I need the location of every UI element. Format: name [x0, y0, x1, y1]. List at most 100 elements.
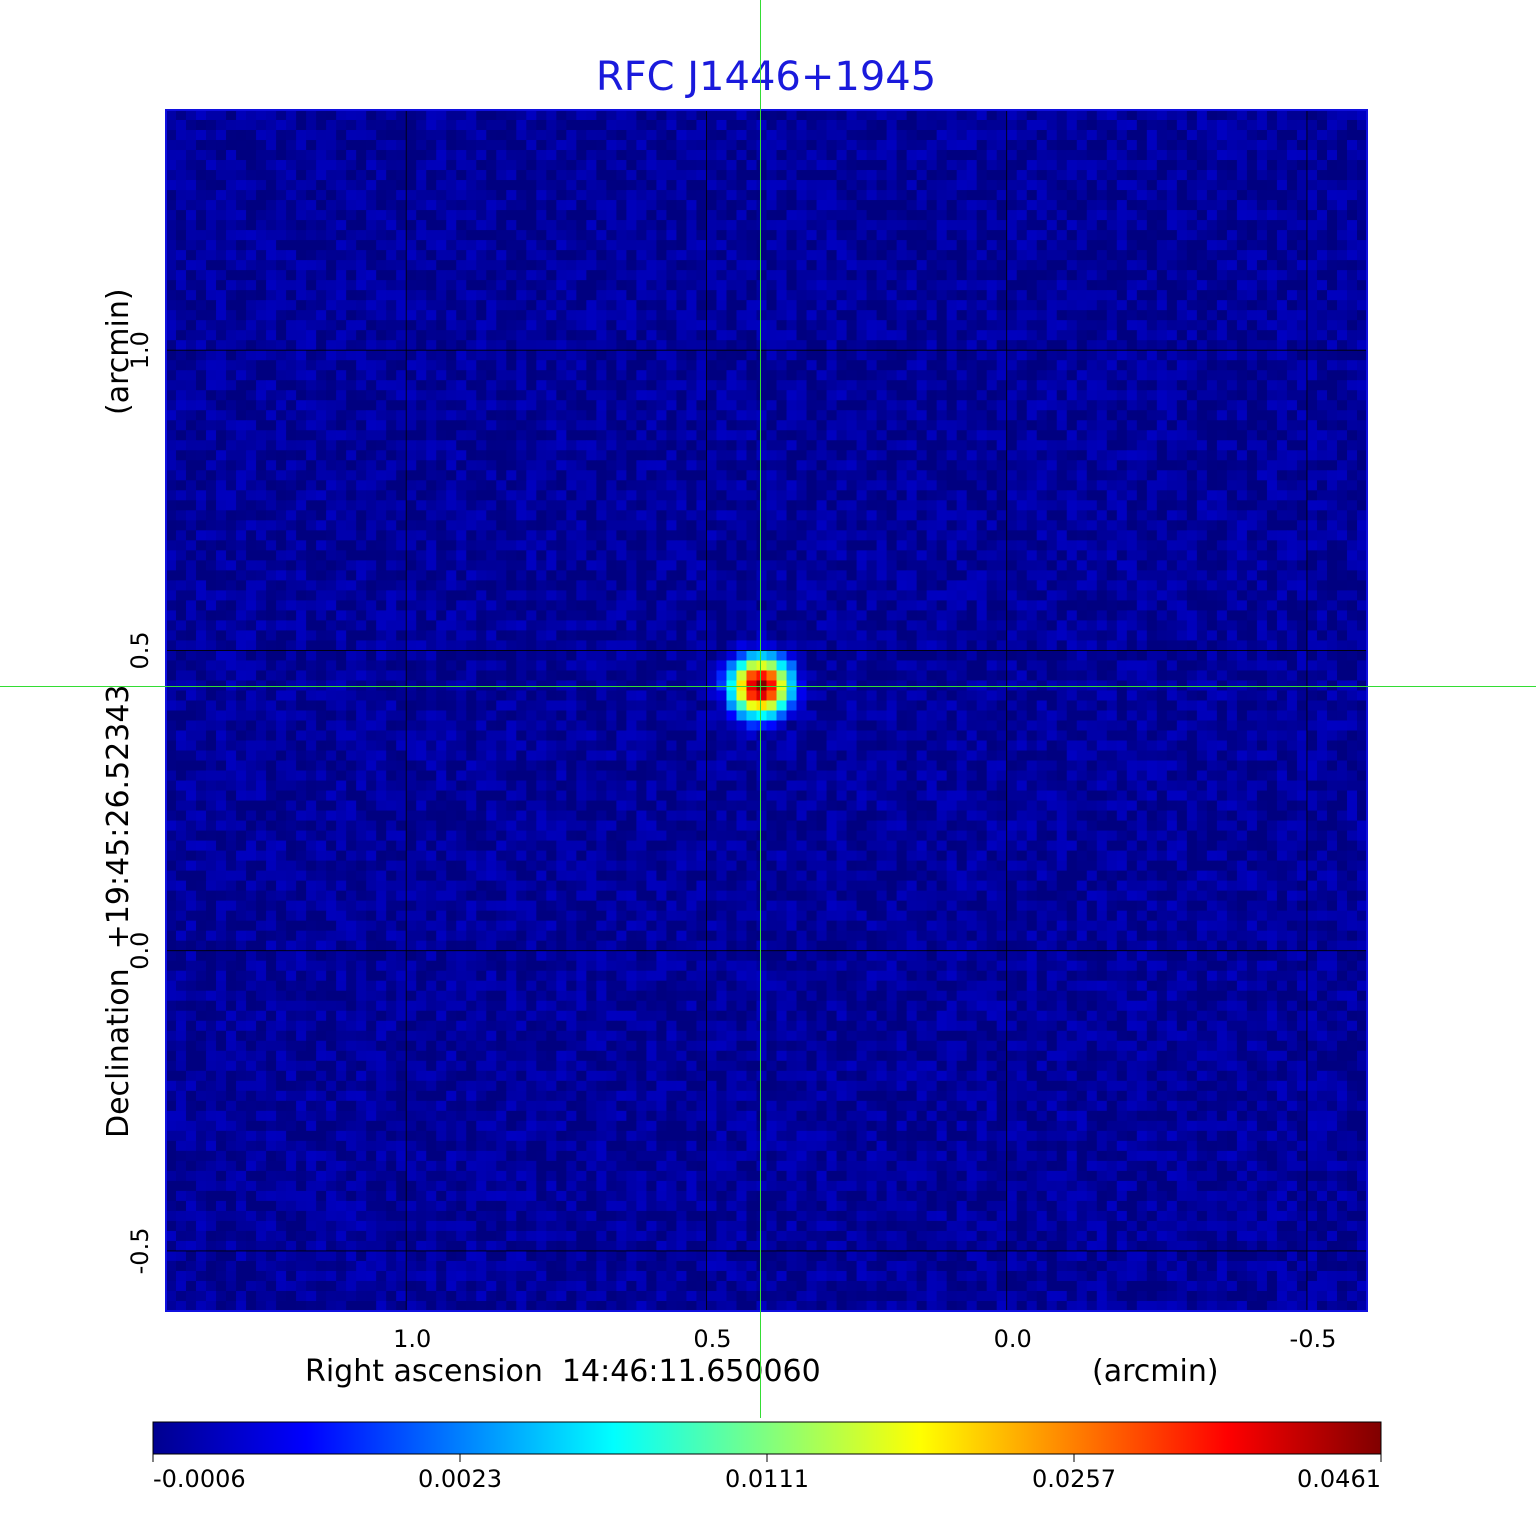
image-pixel — [366, 500, 377, 511]
image-pixel — [236, 230, 247, 241]
image-pixel — [897, 230, 908, 241]
image-pixel — [1237, 470, 1248, 481]
image-pixel — [256, 320, 267, 331]
image-pixel — [636, 480, 647, 491]
image-pixel — [556, 360, 567, 371]
image-pixel — [1317, 380, 1328, 391]
image-pixel — [1057, 300, 1068, 311]
image-pixel — [1147, 350, 1158, 361]
image-pixel — [1237, 200, 1248, 211]
image-pixel — [1027, 490, 1038, 501]
image-pixel — [927, 190, 938, 201]
image-pixel — [626, 490, 637, 501]
image-pixel — [316, 180, 327, 191]
image-pixel — [666, 330, 677, 341]
image-pixel — [1217, 240, 1228, 251]
image-pixel — [1107, 230, 1118, 241]
image-pixel — [1137, 180, 1148, 191]
image-pixel — [827, 260, 838, 271]
image-pixel — [186, 140, 197, 151]
image-pixel — [506, 310, 517, 321]
image-pixel — [276, 270, 287, 281]
image-pixel — [656, 270, 667, 281]
image-pixel — [1147, 240, 1158, 251]
image-pixel — [546, 180, 557, 191]
image-pixel — [767, 400, 778, 411]
image-pixel — [1137, 450, 1148, 461]
image-pixel — [1237, 420, 1248, 431]
image-pixel — [286, 170, 297, 181]
image-pixel — [817, 450, 828, 461]
image-pixel — [967, 220, 978, 231]
image-pixel — [1067, 230, 1078, 241]
image-pixel — [877, 340, 888, 351]
image-pixel — [1327, 320, 1338, 331]
image-pixel — [897, 400, 908, 411]
image-pixel — [987, 360, 998, 371]
image-pixel — [997, 240, 1008, 251]
image-pixel — [306, 270, 317, 281]
image-pixel — [1217, 210, 1228, 221]
image-pixel — [436, 410, 447, 421]
image-pixel — [216, 240, 227, 251]
image-pixel — [226, 480, 237, 491]
image-pixel — [316, 490, 327, 501]
image-pixel — [326, 120, 337, 131]
image-pixel — [1087, 330, 1098, 341]
image-pixel — [446, 500, 457, 511]
image-pixel — [1037, 190, 1048, 201]
image-pixel — [256, 470, 267, 481]
image-pixel — [1107, 170, 1118, 181]
image-pixel — [1067, 490, 1078, 501]
image-pixel — [346, 450, 357, 461]
image-pixel — [1087, 450, 1098, 461]
image-pixel — [877, 370, 888, 381]
image-pixel — [917, 340, 928, 351]
image-pixel — [1247, 480, 1258, 491]
image-pixel — [1347, 340, 1358, 351]
image-pixel — [1027, 140, 1038, 151]
image-pixel — [1057, 120, 1068, 131]
image-pixel — [897, 310, 908, 321]
image-pixel — [1087, 170, 1098, 181]
image-pixel — [276, 160, 287, 171]
image-pixel — [696, 360, 707, 371]
image-pixel — [586, 210, 597, 221]
image-pixel — [706, 200, 717, 211]
image-pixel — [286, 520, 297, 531]
image-pixel — [746, 430, 757, 441]
image-pixel — [606, 220, 617, 231]
image-pixel — [1287, 490, 1298, 501]
image-pixel — [907, 210, 918, 221]
image-pixel — [676, 170, 687, 181]
image-pixel — [206, 170, 217, 181]
image-pixel — [1117, 210, 1128, 221]
image-pixel — [937, 460, 948, 471]
image-pixel — [827, 270, 838, 281]
image-plot-area — [166, 110, 1368, 1312]
image-pixel — [656, 500, 667, 511]
image-pixel — [576, 520, 587, 531]
image-pixel — [546, 190, 557, 201]
image-pixel — [216, 380, 227, 391]
image-pixel — [556, 110, 567, 121]
image-pixel — [1287, 380, 1298, 391]
image-pixel — [466, 330, 477, 341]
image-pixel — [756, 250, 767, 261]
image-pixel — [1147, 370, 1158, 381]
image-pixel — [516, 240, 527, 251]
image-pixel — [1127, 200, 1138, 211]
image-pixel — [716, 240, 727, 251]
image-pixel — [376, 250, 387, 261]
image-pixel — [1047, 240, 1058, 251]
image-pixel — [366, 270, 377, 281]
image-pixel — [676, 200, 687, 211]
image-pixel — [1267, 310, 1278, 321]
image-pixel — [656, 480, 667, 491]
image-pixel — [1147, 500, 1158, 511]
image-pixel — [897, 170, 908, 181]
image-pixel — [1207, 200, 1218, 211]
image-pixel — [997, 510, 1008, 521]
image-pixel — [366, 150, 377, 161]
image-pixel — [416, 240, 427, 251]
